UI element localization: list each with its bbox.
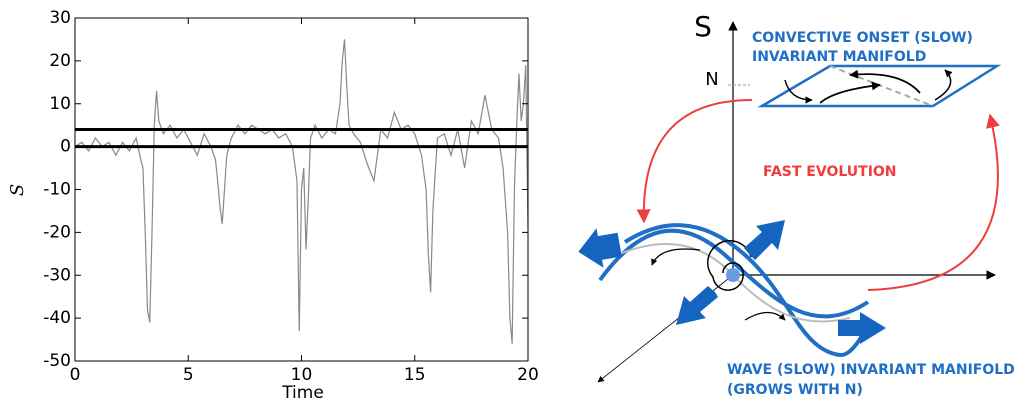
flow-arrow: [784, 79, 813, 104]
fast-arrow: [867, 113, 1000, 291]
y-tick-label: 30: [49, 8, 71, 28]
fixed-point: [726, 268, 740, 282]
y-tick-label: 0: [60, 137, 71, 157]
wave-label: WAVE (SLOW) INVARIANT MANIFOLD: [727, 362, 1015, 378]
s-axis-label: S: [694, 10, 712, 43]
growth-arrow: [676, 286, 718, 325]
wave-manifold: [598, 228, 870, 319]
series-line: [74, 39, 529, 344]
y-tick-label: -30: [43, 265, 71, 285]
y-tick-label: -20: [43, 222, 71, 242]
x-axis-label: Time: [281, 383, 324, 403]
convective-label: CONVECTIVE ONSET (SLOW): [752, 30, 973, 46]
y-axis-label: S: [7, 184, 28, 196]
y-tick-label: -10: [43, 180, 71, 200]
wave-label: (GROWS WITH N): [727, 382, 863, 398]
flow-arrow: [651, 248, 701, 266]
x-tick-label: 20: [517, 365, 539, 385]
chart: 0 5 10 15 20 -50 -40 -30 -20 -10 0 10 20 30: [43, 8, 539, 385]
diagram: S N CONVECTIVE ONSET (SLOW) INVARIANT MA…: [578, 10, 1015, 398]
x-tick-label: 15: [404, 365, 426, 385]
x-tick-label: 10: [291, 365, 313, 385]
dashed-line: [829, 65, 934, 107]
y-tick-label: 20: [49, 51, 71, 71]
y-tick-label: -40: [43, 308, 71, 328]
convective-label: INVARIANT MANIFOLD: [752, 49, 926, 65]
flow-arrow: [934, 69, 953, 101]
fast-label: FAST EVOLUTION: [763, 164, 897, 180]
slow-curve: [609, 242, 851, 323]
y-tick-label: -50: [43, 351, 71, 371]
y-tick-label: 10: [49, 94, 71, 114]
growth-arrow: [838, 312, 886, 344]
convective-manifold: [757, 64, 1002, 108]
flow-arrow: [819, 81, 881, 104]
spiral: [707, 240, 752, 291]
x-tick-label: 5: [183, 365, 194, 385]
wave-manifold: [623, 223, 867, 357]
flow-arrow: [744, 311, 786, 321]
n-label: N: [705, 69, 718, 90]
fast-arrow: [636, 99, 753, 224]
growth-arrow: [744, 220, 785, 260]
flow-arrow: [849, 69, 921, 94]
growth-arrow: [578, 228, 622, 268]
x-tick-label: 0: [70, 365, 81, 385]
plot-frame: [74, 17, 529, 362]
